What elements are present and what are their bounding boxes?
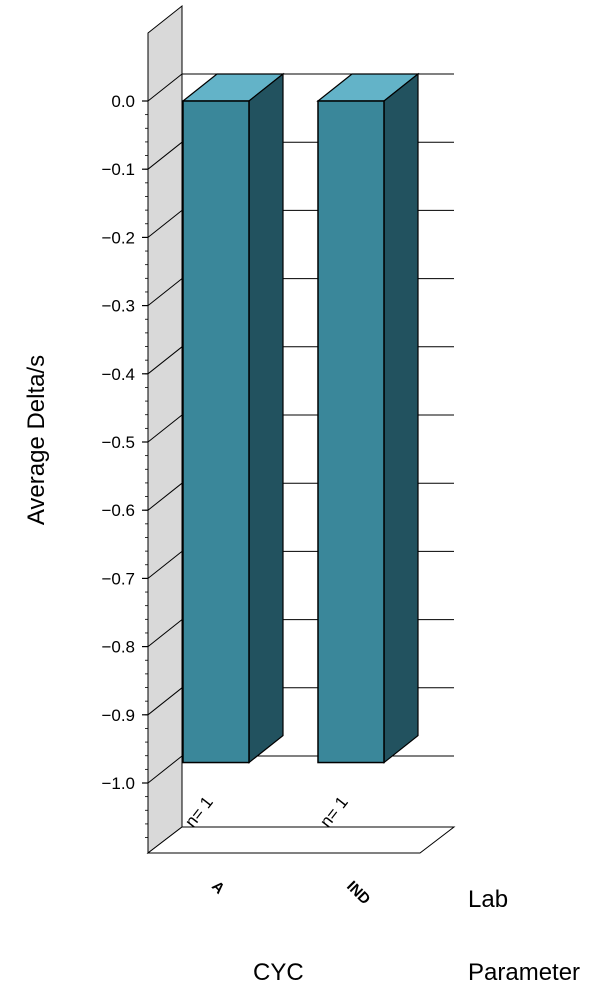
category-label: A <box>208 878 228 898</box>
y-tick-label: −1.0 <box>101 774 135 793</box>
floor <box>146 826 456 854</box>
y-tick-label: −0.8 <box>101 638 135 657</box>
wall-gridline <box>147 551 183 579</box>
bar-side <box>248 72 284 764</box>
y-tick-label: −0.3 <box>101 297 135 316</box>
y-tick-label: −0.7 <box>101 569 135 588</box>
group-label: CYC <box>253 959 304 986</box>
y-tick-label: −0.9 <box>101 706 135 725</box>
wall-gridline <box>147 141 183 170</box>
lab-dimension-label: Lab <box>468 886 508 913</box>
category-labels: A IND <box>208 878 373 908</box>
parameter-dimension-label: Parameter <box>468 959 580 986</box>
wall-gridline <box>147 482 183 511</box>
n-label: n= 1 <box>316 793 352 831</box>
category-label: IND <box>343 878 373 908</box>
y-tick-label: −0.5 <box>101 433 135 452</box>
bar-side <box>383 72 419 764</box>
wall-gridline <box>147 755 183 784</box>
y-tick-label: −0.6 <box>101 501 135 520</box>
wall-gridline <box>147 619 183 647</box>
n-label: n= 1 <box>181 793 217 831</box>
wall-gridline <box>147 210 183 238</box>
y-tick-label: 0.0 <box>111 92 135 111</box>
bars <box>181 72 420 764</box>
wall-gridline <box>147 73 183 102</box>
n-labels: n= 1 n= 1 <box>181 793 352 831</box>
left-wall <box>147 4 183 855</box>
bar-a <box>182 100 250 764</box>
y-tick-label: −0.4 <box>101 365 135 384</box>
y-axis-title: Average Delta/s <box>23 355 50 525</box>
y-tick-label: −0.2 <box>101 228 135 247</box>
wall-gridline <box>147 278 183 306</box>
wall-gridline <box>147 346 183 375</box>
wall-gridline <box>147 414 183 443</box>
y-ticks: 0.0 −0.1 −0.2 −0.3 −0.4 −0.5 −0.6 −0.7 −0.8 −0.9 −… <box>101 92 148 838</box>
wall-gridline <box>147 687 183 716</box>
y-tick-label: −0.1 <box>101 160 135 179</box>
bar-ind <box>317 100 385 764</box>
